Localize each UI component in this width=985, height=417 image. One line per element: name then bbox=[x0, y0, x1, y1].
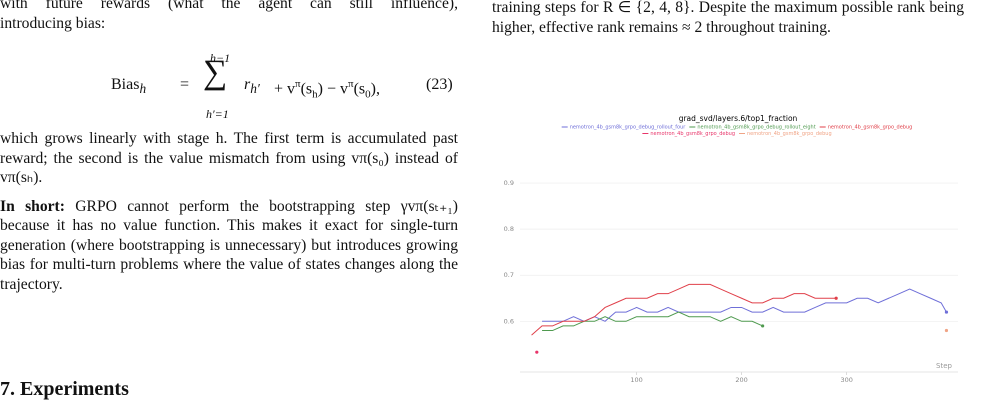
eq-sub: h bbox=[139, 81, 147, 97]
eq-equals: = bbox=[180, 76, 190, 93]
eq-token: h bbox=[312, 88, 318, 101]
x-tick-label: 200 bbox=[735, 376, 747, 384]
eq-token: π bbox=[295, 78, 301, 90]
legend-label: nemotron_4b_gsm8k_grpo_debug bbox=[650, 131, 735, 137]
eq-sum-bottom: h′=1 bbox=[206, 107, 229, 121]
series-end-point bbox=[761, 324, 765, 328]
x-axis-label: Step bbox=[936, 362, 952, 370]
eq-token: ), bbox=[370, 80, 380, 98]
eq-token: 0 bbox=[365, 88, 371, 101]
paragraph: training steps for R ∈ {2, 4, 8}. Despit… bbox=[492, 0, 964, 36]
paragraph: In short: GRPO cannot perform the bootst… bbox=[0, 197, 458, 295]
left-column: with future rewards (what the agent can … bbox=[0, 0, 458, 399]
x-tick-label: 100 bbox=[630, 376, 642, 384]
right-column: training steps for R ∈ {2, 4, 8}. Despit… bbox=[492, 0, 964, 37]
series-line bbox=[542, 311, 763, 332]
eq-sum-top: h−1 bbox=[210, 51, 231, 65]
chart-title: grad_svd/layers.6/top1_fraction bbox=[679, 114, 798, 123]
eq-lhs: Biash bbox=[111, 75, 146, 99]
y-tick-label: 0.8 bbox=[504, 225, 514, 233]
eq-body: rh′ bbox=[244, 75, 260, 99]
eq-token: π bbox=[348, 78, 354, 90]
eq-token: ) − v bbox=[317, 80, 349, 98]
y-tick-label: 0.6 bbox=[504, 317, 514, 325]
paragraph-text: GRPO cannot perform the bootstrapping st… bbox=[0, 197, 458, 293]
series-line bbox=[542, 288, 947, 322]
equation: Biash = h−1 ∑ h′=1 rh′ + vπ(sh) − vπ(s0)… bbox=[0, 47, 458, 121]
text-line: with future rewards (what the agent can … bbox=[0, 0, 458, 12]
eq-token: (s bbox=[300, 80, 313, 98]
series-end-point bbox=[834, 296, 838, 300]
eq-number: (23) bbox=[426, 76, 453, 93]
eq-text: Bias bbox=[111, 76, 140, 93]
y-tick-label: 0.9 bbox=[504, 179, 514, 187]
legend-label: nemotron_4b_gsm8k_grpo_debug_rollout_eig… bbox=[697, 125, 815, 131]
text-line: introducing bias: bbox=[0, 14, 106, 32]
section-heading: 7. Experiments bbox=[0, 378, 129, 400]
legend-label: nemotron_4b_gsm8k_grpo_debug bbox=[828, 125, 913, 131]
x-tick-label: 300 bbox=[840, 376, 852, 384]
y-tick-label: 0.7 bbox=[504, 271, 514, 279]
series-end-point bbox=[535, 350, 539, 354]
eq-text: r bbox=[244, 76, 251, 93]
paragraph: which grows linearly with stage h. The f… bbox=[0, 130, 458, 186]
bold-lead: In short: bbox=[0, 197, 65, 215]
eq-token: + v bbox=[274, 80, 296, 98]
legend-label: nemotron_4b_gsm8k_grpo_debug bbox=[747, 131, 832, 137]
legend-label: nemotron_4b_gsm8k_grpo_debug_rollout_fou… bbox=[570, 125, 687, 131]
eq-rest: + vπ(sh) − vπ(s0), bbox=[274, 75, 380, 105]
series-end-point bbox=[944, 310, 949, 314]
eq-sub: h′ bbox=[250, 81, 260, 97]
eq-token: (s bbox=[353, 80, 366, 98]
series-end-point bbox=[944, 328, 949, 333]
series-line bbox=[531, 283, 837, 336]
